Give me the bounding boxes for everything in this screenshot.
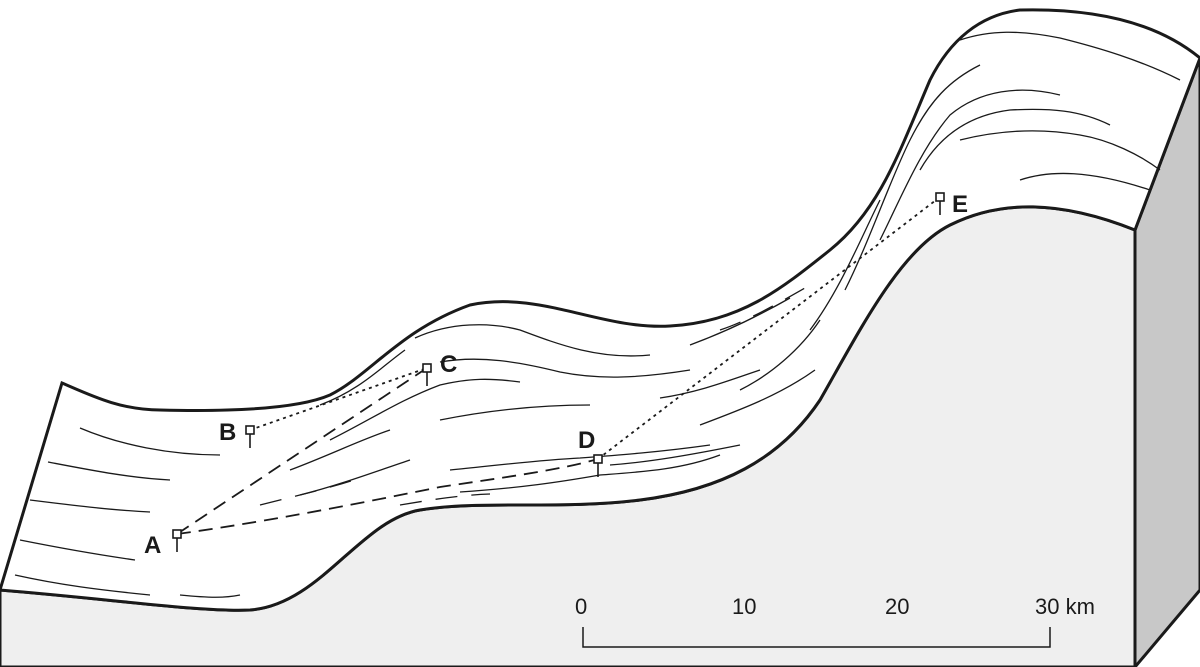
line-b-c: [249, 367, 428, 431]
station-markers: [172, 192, 945, 552]
station-label-a: A: [144, 532, 161, 559]
station-marker-b: [245, 425, 255, 448]
top-surface: [0, 8, 1200, 612]
station-label-e: E: [952, 191, 968, 218]
station-marker-d: [593, 454, 603, 477]
line-d-e: [597, 196, 941, 460]
line-a-d: [176, 458, 599, 535]
scale-tick-10: 10: [732, 594, 756, 619]
scale-tick-30: 30 km: [1035, 594, 1095, 619]
scale-tick-0: 0: [575, 594, 587, 619]
scale-tick-20: 20: [885, 594, 909, 619]
scale-bar: 0 10 20 30 km: [575, 594, 1095, 648]
station-marker-c: [422, 363, 432, 386]
survey-lines: [176, 196, 941, 535]
station-marker-a: [172, 529, 182, 552]
line-a-c: [176, 367, 428, 535]
scale-bar-line: [582, 627, 1051, 648]
station-label-d: D: [578, 427, 595, 454]
station-label-b: B: [219, 419, 236, 446]
station-marker-e: [935, 192, 945, 215]
station-label-c: C: [440, 351, 457, 378]
dashed-channel-lines: [259, 287, 806, 506]
